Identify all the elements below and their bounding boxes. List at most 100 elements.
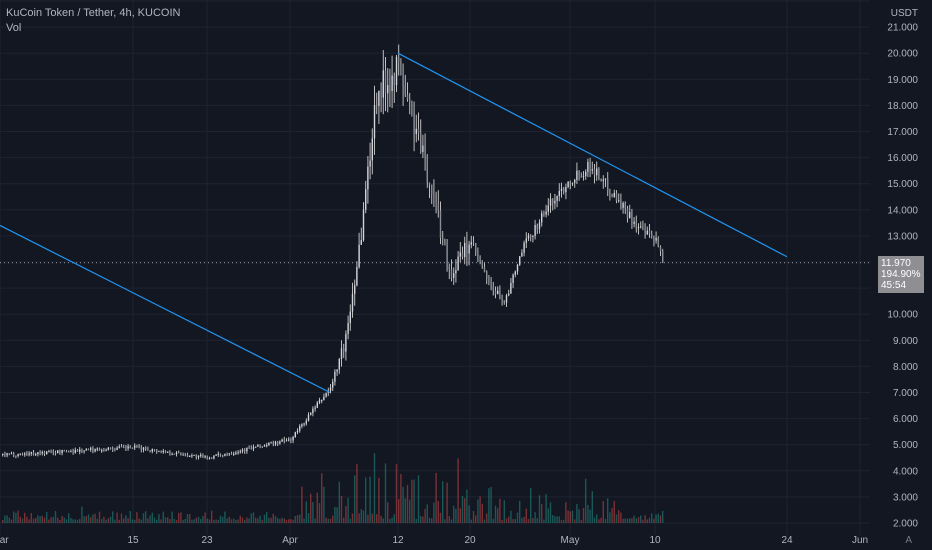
candle-body	[8, 453, 10, 455]
candle-body	[446, 243, 448, 267]
volume-bar	[574, 519, 576, 523]
candle-body	[510, 282, 512, 294]
volume-bar	[65, 519, 68, 523]
price-tick-label: 7.000	[893, 388, 918, 399]
volume-bar	[450, 519, 453, 523]
candle-body	[50, 451, 52, 453]
candle-body	[296, 430, 299, 433]
candle-body	[208, 457, 211, 459]
candle-body	[380, 90, 382, 98]
volume-bar	[508, 516, 510, 523]
candle-body	[186, 454, 189, 457]
volume-bar	[39, 516, 41, 523]
volume-bar	[391, 517, 393, 523]
volume-bar	[367, 514, 369, 523]
candle-body	[448, 266, 450, 270]
candle-body	[596, 168, 598, 176]
candle-body	[334, 371, 336, 382]
auto-scale-button[interactable]: A	[905, 535, 912, 546]
candle-body	[618, 200, 620, 202]
candle-body	[464, 242, 466, 258]
candle-body	[635, 221, 637, 229]
volume-bar	[415, 518, 417, 523]
candle-body	[543, 213, 545, 215]
candle-body	[281, 439, 283, 442]
candle-body	[125, 447, 127, 449]
candle-body	[600, 179, 602, 181]
candle-body	[65, 451, 68, 453]
candle-body	[24, 453, 26, 455]
volume-bar	[90, 517, 92, 523]
candle-body	[145, 447, 147, 450]
volume-bar	[565, 502, 567, 523]
candle-body	[532, 235, 534, 237]
volume-bar	[547, 508, 549, 523]
volume-bar	[116, 512, 118, 523]
volume-bar	[226, 518, 228, 523]
candle-body	[512, 274, 514, 283]
symbol-title[interactable]: KuCoin Token / Tether, 4h, KUCOIN	[6, 7, 181, 19]
volume-bar	[569, 511, 571, 523]
volume-bar	[538, 495, 541, 523]
volume-bar	[567, 510, 569, 523]
candle-body	[116, 447, 118, 450]
candle-body	[202, 455, 204, 457]
candle-body	[301, 424, 303, 427]
volume-bar	[371, 513, 373, 523]
volume-bar	[125, 515, 127, 523]
candle-body	[32, 452, 35, 455]
candle-body	[455, 270, 457, 274]
candle-body	[642, 226, 644, 230]
volume-indicator-label[interactable]: Vol	[6, 22, 22, 34]
volume-bar	[587, 504, 589, 523]
volume-bar	[503, 500, 505, 523]
candle-body	[204, 456, 206, 458]
volume-bar	[316, 492, 318, 523]
candle-body	[340, 348, 343, 359]
candle-body	[63, 449, 65, 452]
volume-bar	[261, 519, 263, 523]
volume-bar	[435, 472, 437, 523]
volume-bar	[580, 519, 582, 523]
candle-body	[39, 452, 41, 454]
candle-body	[160, 451, 162, 453]
candle-body	[406, 94, 409, 100]
trendline	[397, 52, 788, 258]
volume-bar	[48, 519, 50, 523]
candle-body	[362, 209, 365, 241]
volume-bar	[437, 501, 439, 523]
volume-bar	[514, 519, 516, 523]
candle-body	[483, 266, 486, 272]
candle-body	[563, 188, 565, 193]
candle-body	[107, 447, 109, 450]
candle-body	[52, 451, 54, 453]
candle-body	[142, 447, 145, 450]
price-tick-label: 19.000	[887, 75, 918, 86]
volume-bar	[41, 515, 43, 523]
candle-body	[580, 176, 582, 178]
volume-bar	[50, 517, 52, 523]
candle-body	[200, 455, 202, 457]
price-tick-label: 10.000	[887, 310, 918, 321]
volume-bar	[576, 503, 578, 523]
volume-bar	[433, 502, 435, 523]
candle-body	[466, 242, 468, 254]
volume-bar	[182, 519, 184, 523]
candle-body	[329, 387, 332, 391]
last-price-label: 11.970 194.90% 45:54	[878, 256, 924, 293]
volume-bar	[409, 499, 411, 523]
volume-bar	[129, 511, 131, 523]
candle-body	[565, 187, 567, 193]
candle-body	[371, 138, 373, 161]
volume-bar	[2, 519, 4, 523]
volume-bar	[468, 505, 470, 523]
candle-body	[68, 451, 70, 453]
volume-bar	[241, 517, 244, 523]
candle-body	[576, 170, 578, 181]
volume-bar	[138, 518, 140, 523]
volume-bar	[204, 512, 206, 523]
volume-bar	[571, 510, 574, 523]
volume-bar	[472, 510, 475, 523]
